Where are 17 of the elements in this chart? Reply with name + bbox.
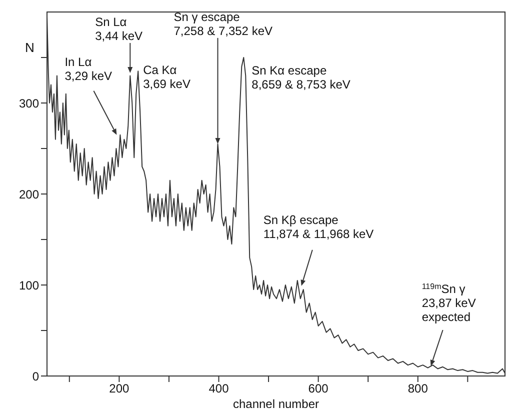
y-tick-label: 200 bbox=[18, 187, 40, 202]
x-tick-label: 600 bbox=[308, 382, 329, 396]
x-axis-title: channel number bbox=[232, 397, 320, 411]
y-tick-label: 300 bbox=[18, 96, 40, 110]
annotation: Sn Kα escape 8,659 & 8,753 keV bbox=[252, 64, 350, 92]
annotation: Sn Kβ escape 11,874 & 11,968 keV bbox=[263, 212, 374, 241]
x-tick-label: 400 bbox=[208, 382, 230, 396]
annotation: $^{119m}$Sn γ 23,87 keV expected bbox=[422, 281, 476, 324]
y-tick-label: 0 bbox=[32, 369, 40, 384]
x-tick-label: 200 bbox=[109, 382, 130, 396]
annotation: Sn Lα 3,44 keV bbox=[95, 14, 143, 43]
annotation: Sn γ escape 7,258 & 7,352 keV bbox=[174, 10, 273, 38]
x-tick-label: 800 bbox=[408, 382, 428, 396]
y-axis-title: N bbox=[25, 40, 34, 55]
annotation: In Lα 3,29 keV bbox=[64, 54, 112, 83]
y-tick-label: 100 bbox=[18, 278, 40, 292]
annotation: Ca Kα 3,69 keV bbox=[143, 63, 190, 92]
